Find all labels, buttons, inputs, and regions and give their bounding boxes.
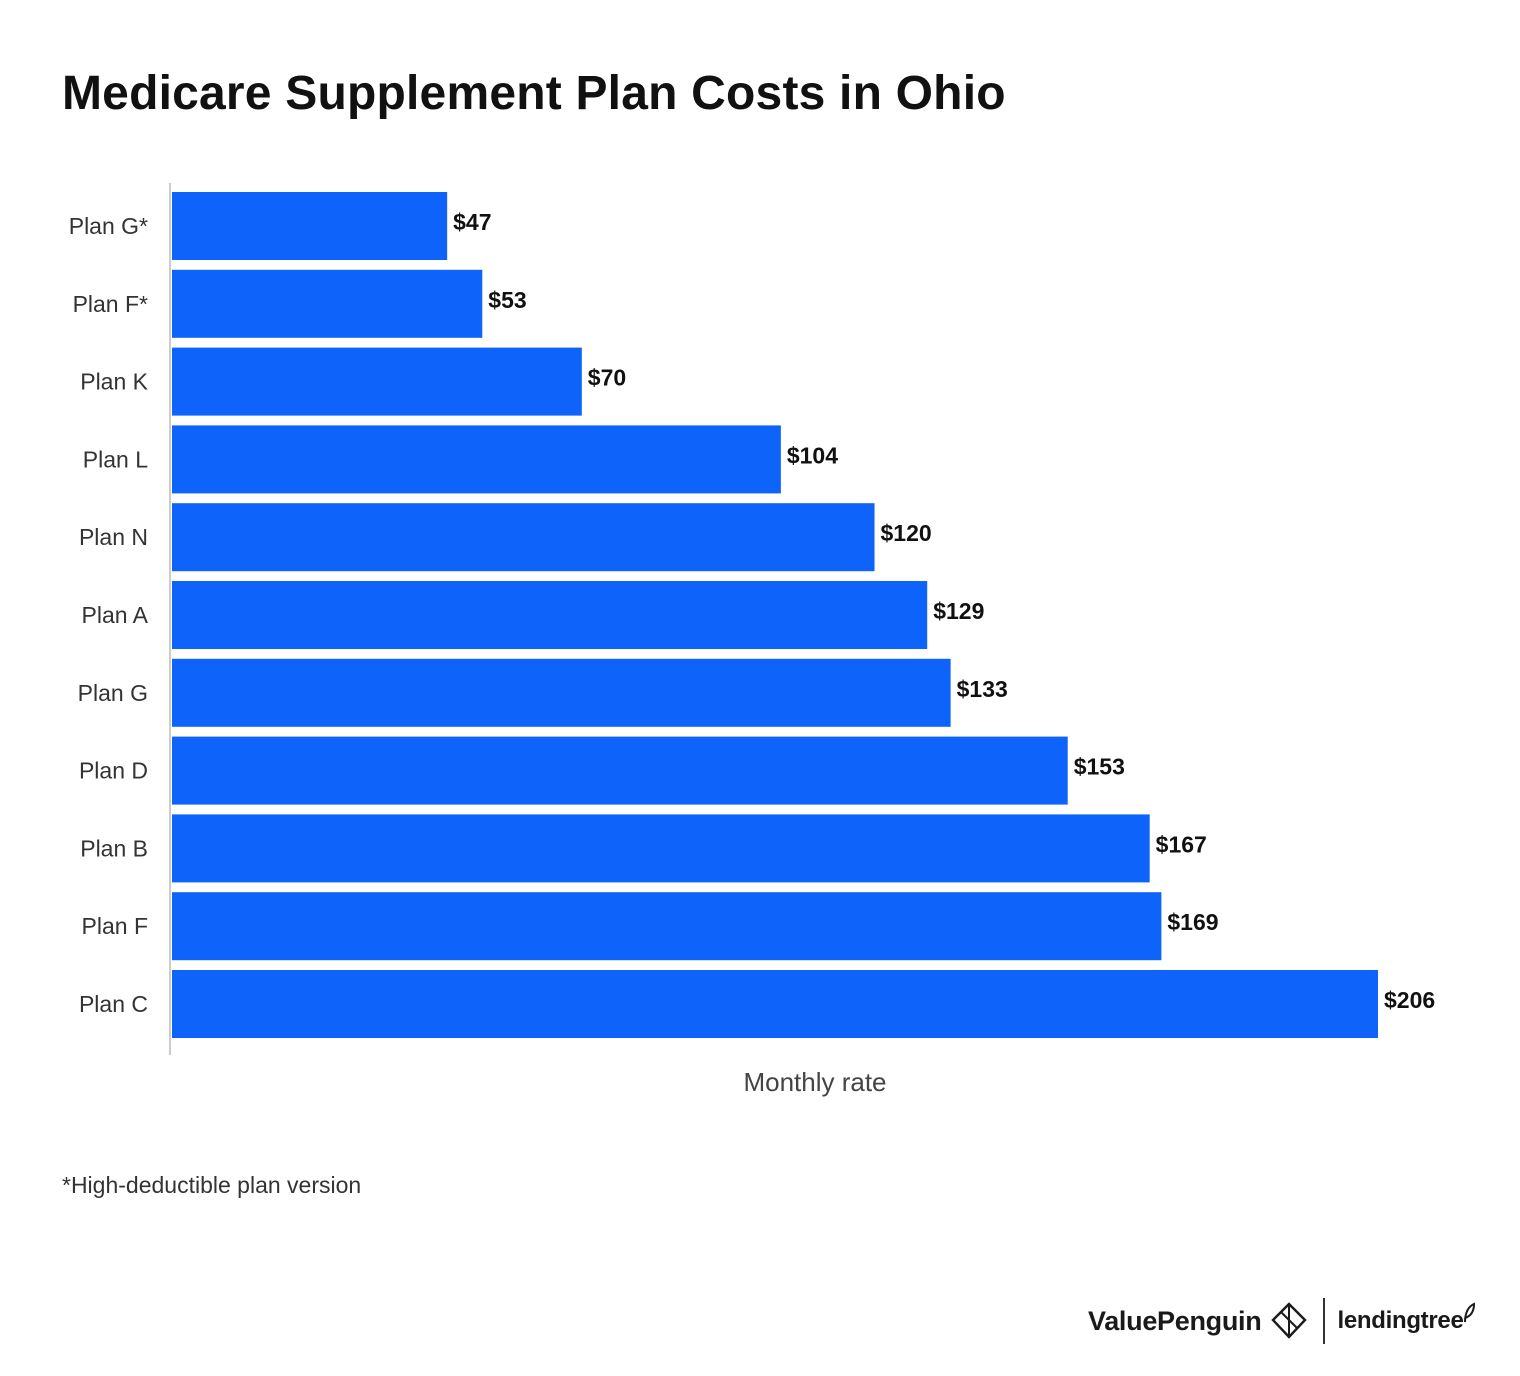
y-tick-label: Plan L <box>83 446 148 472</box>
bar-plan-f <box>172 269 483 338</box>
y-tick-label: Plan G* <box>69 213 148 239</box>
data-label: $104 <box>787 442 838 468</box>
y-tick-label: Plan B <box>80 835 148 861</box>
bar-plan-d <box>172 736 1068 805</box>
y-tick-label: Plan K <box>80 369 148 395</box>
bar-plan-g <box>172 192 448 260</box>
lendingtree-logo-text: lendingtree <box>1337 1307 1464 1334</box>
bar-plan-c <box>172 970 1378 1038</box>
y-tick-label: Plan A <box>82 602 149 628</box>
leaf-icon <box>1463 1302 1475 1323</box>
brand-divider <box>1323 1298 1326 1344</box>
data-label: $169 <box>1167 909 1218 935</box>
brand-logos: ValuePenguin lendingtree <box>1088 1296 1476 1346</box>
bar-plan-n <box>172 503 875 572</box>
data-label: $120 <box>881 520 932 546</box>
data-label: $206 <box>1384 987 1435 1013</box>
valuepenguin-logo-text: ValuePenguin <box>1088 1305 1262 1336</box>
data-label: $133 <box>957 676 1008 702</box>
footnote: *High-deductible plan version <box>62 1172 362 1198</box>
y-tick-label: Plan F* <box>73 291 148 317</box>
y-tick-label: Plan G <box>78 680 148 706</box>
bar-plan-l <box>172 425 781 494</box>
data-label: $70 <box>588 365 626 391</box>
data-label: $167 <box>1156 831 1207 857</box>
bar-plan-a <box>172 581 928 649</box>
data-label: $53 <box>488 287 526 313</box>
data-label: $129 <box>933 598 984 624</box>
x-axis-label: Monthly rate <box>743 1067 886 1097</box>
bar-plan-f <box>172 892 1162 961</box>
data-label: $47 <box>453 209 491 235</box>
chart-title: Medicare Supplement Plan Costs in Ohio <box>62 67 1006 120</box>
y-tick-label: Plan D <box>79 758 148 784</box>
bar-plan-b <box>172 814 1150 883</box>
y-tick-label: Plan N <box>79 524 148 550</box>
bar-plan-k <box>172 347 582 416</box>
bar-plan-g <box>172 658 951 727</box>
y-tick-label: Plan F <box>82 913 148 939</box>
data-label: $153 <box>1074 754 1125 780</box>
y-tick-label: Plan C <box>79 991 148 1017</box>
penguin-diamond-icon <box>1271 1302 1308 1339</box>
